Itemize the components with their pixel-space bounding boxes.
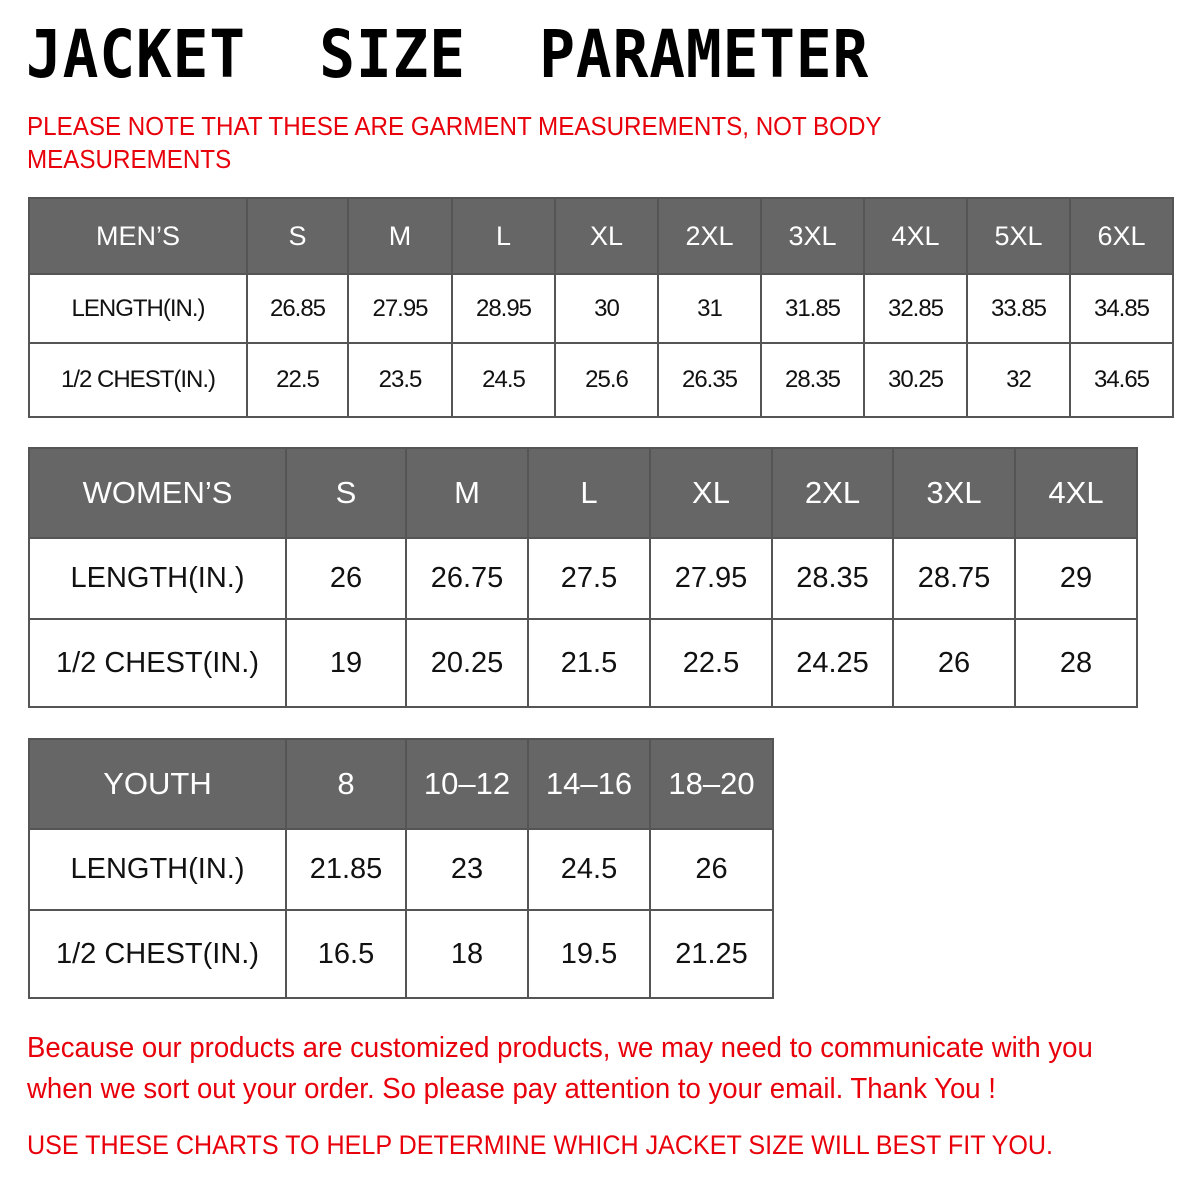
size-header-cell: M [347, 197, 453, 275]
measurement-value-cell: 28.35 [771, 537, 894, 620]
size-header-cell: 4XL [863, 197, 968, 275]
measurement-value-cell: 31 [657, 273, 762, 344]
page-title: JACKET SIZE PARAMETER [26, 16, 870, 93]
measurement-label-cell: LENGTH(IN.) [28, 273, 248, 344]
measurement-value-cell: 24.5 [527, 828, 651, 911]
measurement-value-cell: 16.5 [285, 909, 407, 999]
size-header-cell: L [451, 197, 556, 275]
measurement-value-cell: 27.95 [649, 537, 773, 620]
measurement-value-cell: 19 [285, 618, 407, 708]
table-header-row: WOMEN’S S M L XL 2XL 3XL 4XL [28, 447, 1138, 539]
measurement-value-cell: 23 [405, 828, 529, 911]
measurement-value-cell: 34.65 [1069, 342, 1174, 418]
measurement-label-cell: 1/2 CHEST(IN.) [28, 618, 287, 708]
size-chart-advice: USE THESE CHARTS TO HELP DETERMINE WHICH… [27, 1130, 1054, 1160]
table-row: LENGTH(IN.) 26 26.75 27.5 27.95 28.35 28.75 29 [28, 537, 1138, 620]
size-header-cell: 8 [285, 738, 407, 830]
size-header-cell: 3XL [760, 197, 865, 275]
measurement-value-cell: 28.75 [892, 537, 1016, 620]
measurement-note: PLEASE NOTE THAT THESE ARE GARMENT MEASU… [27, 111, 882, 174]
table-header-row: MEN’S S M L XL 2XL 3XL 4XL 5XL 6XL [28, 197, 1174, 275]
size-header-cell: 3XL [892, 447, 1016, 539]
mens-size-table: MEN’S S M L XL 2XL 3XL 4XL 5XL 6XL LENGTH(IN.) 26.8… [28, 197, 1174, 418]
table-row: 1/2 CHEST(IN.) 16.5 18 19.5 21.25 [28, 909, 774, 999]
measurement-value-cell: 21.5 [527, 618, 651, 708]
measurement-value-cell: 26.75 [405, 537, 529, 620]
size-header-cell: 18–20 [649, 738, 774, 830]
measurement-value-cell: 33.85 [966, 273, 1071, 344]
table-header-row: YOUTH 8 10–12 14–16 18–20 [28, 738, 774, 830]
measurement-value-cell: 28.35 [760, 342, 865, 418]
category-header-cell: MEN’S [28, 197, 248, 275]
size-header-cell: S [246, 197, 349, 275]
table-row: LENGTH(IN.) 26.85 27.95 28.95 30 31 31.85 32.85… [28, 273, 1174, 344]
measurement-value-cell: 21.25 [649, 909, 774, 999]
measurement-value-cell: 27.5 [527, 537, 651, 620]
category-header-cell: YOUTH [28, 738, 287, 830]
size-header-cell: XL [649, 447, 773, 539]
customization-notice: Because our products are customized prod… [27, 1032, 1093, 1105]
size-header-cell: 10–12 [405, 738, 529, 830]
size-header-cell: M [405, 447, 529, 539]
measurement-value-cell: 30 [554, 273, 659, 344]
measurement-value-cell: 24.25 [771, 618, 894, 708]
youth-size-table: YOUTH 8 10–12 14–16 18–20 LENGTH(IN.) 21.85 23 2… [28, 738, 774, 999]
size-header-cell: 2XL [771, 447, 894, 539]
measurement-value-cell: 28 [1014, 618, 1138, 708]
measurement-value-cell: 30.25 [863, 342, 968, 418]
measurement-value-cell: 31.85 [760, 273, 865, 344]
size-header-cell: 6XL [1069, 197, 1174, 275]
measurement-value-cell: 32.85 [863, 273, 968, 344]
measurement-value-cell: 22.5 [649, 618, 773, 708]
measurement-value-cell: 26.85 [246, 273, 349, 344]
measurement-value-cell: 25.6 [554, 342, 659, 418]
measurement-value-cell: 32 [966, 342, 1071, 418]
measurement-label-cell: 1/2 CHEST(IN.) [28, 909, 287, 999]
table-row: 1/2 CHEST(IN.) 19 20.25 21.5 22.5 24.25 26 28 [28, 618, 1138, 708]
measurement-value-cell: 20.25 [405, 618, 529, 708]
measurement-label-cell: LENGTH(IN.) [28, 828, 287, 911]
size-header-cell: 4XL [1014, 447, 1138, 539]
measurement-value-cell: 26 [892, 618, 1016, 708]
measurement-value-cell: 19.5 [527, 909, 651, 999]
measurement-value-cell: 27.95 [347, 273, 453, 344]
category-header-cell: WOMEN’S [28, 447, 287, 539]
measurement-label-cell: LENGTH(IN.) [28, 537, 287, 620]
womens-size-table: WOMEN’S S M L XL 2XL 3XL 4XL LENGTH(IN.) 26 26.75 2… [28, 447, 1138, 708]
size-header-cell: 5XL [966, 197, 1071, 275]
measurement-value-cell: 18 [405, 909, 529, 999]
measurement-value-cell: 28.95 [451, 273, 556, 344]
measurement-value-cell: 26 [649, 828, 774, 911]
measurement-label-cell: 1/2 CHEST(IN.) [28, 342, 248, 418]
measurement-value-cell: 24.5 [451, 342, 556, 418]
table-row: LENGTH(IN.) 21.85 23 24.5 26 [28, 828, 774, 911]
size-header-cell: 14–16 [527, 738, 651, 830]
size-header-cell: L [527, 447, 651, 539]
measurement-value-cell: 26.35 [657, 342, 762, 418]
measurement-value-cell: 29 [1014, 537, 1138, 620]
table-row: 1/2 CHEST(IN.) 22.5 23.5 24.5 25.6 26.35 28.35… [28, 342, 1174, 418]
measurement-value-cell: 23.5 [347, 342, 453, 418]
measurement-value-cell: 22.5 [246, 342, 349, 418]
size-header-cell: XL [554, 197, 659, 275]
measurement-value-cell: 26 [285, 537, 407, 620]
measurement-value-cell: 34.85 [1069, 273, 1174, 344]
size-header-cell: 2XL [657, 197, 762, 275]
size-header-cell: S [285, 447, 407, 539]
measurement-value-cell: 21.85 [285, 828, 407, 911]
